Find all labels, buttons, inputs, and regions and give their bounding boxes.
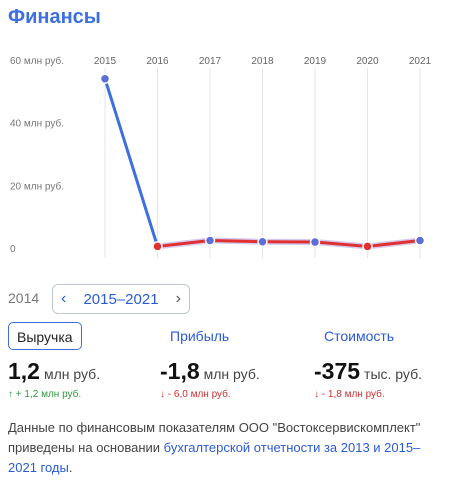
note-end: . — [68, 460, 73, 475]
period-label: 2015–2021 — [83, 290, 159, 308]
profit-value: -1,8 млн руб. — [160, 358, 260, 385]
tab-value[interactable]: Стоимость — [324, 328, 395, 344]
chevron-right-icon[interactable]: › — [175, 290, 181, 307]
cost-unit: тыс. руб. — [364, 366, 422, 382]
prev-period-year[interactable]: 2014 — [8, 290, 40, 306]
cost-value: -375 тыс. руб. — [314, 358, 422, 385]
arrow-down-icon: ↓ — [160, 389, 165, 400]
x-tick-label: 2019 — [304, 56, 327, 67]
revenue-delta-text: + 1,2 млн руб. — [15, 389, 82, 400]
revenue-value: 1,2 млн руб. — [8, 358, 100, 385]
x-tick-label: 2021 — [409, 56, 432, 67]
profit-unit: млн руб. — [203, 366, 260, 382]
period-switch: ‹ 2015–2021 › — [52, 284, 190, 314]
finance-chart: 2015 2016 2017 2018 2019 2020 2021 60 млн руб. 4… — [10, 55, 432, 258]
data-point — [257, 236, 268, 247]
chevron-left-icon[interactable]: ‹ — [61, 290, 67, 307]
revenue-unit: млн руб. — [43, 366, 101, 382]
metric-revenue: Выручка 1,2 млн руб. ↑ + 1,2 млн руб. — [8, 322, 100, 400]
data-source-note: Данные по финансовым показателям ООО "Во… — [8, 418, 448, 478]
data-point — [362, 241, 373, 252]
metric-value: Стоимость -375 тыс. руб. ↓ - 1,8 млн руб. — [314, 322, 422, 400]
series-segment — [313, 240, 369, 248]
arrow-up-icon: ↑ — [8, 389, 13, 400]
arrow-down-icon: ↓ — [314, 389, 319, 400]
note-text: Данные по финансовым показателям ООО "Во… — [8, 420, 421, 455]
series-segment — [156, 238, 212, 248]
data-point — [152, 241, 163, 252]
cost-delta-text: - 1,8 млн руб. — [321, 389, 385, 400]
tab-revenue[interactable]: Выручка — [8, 322, 82, 350]
data-point — [309, 236, 321, 248]
data-point — [99, 73, 111, 85]
y-tick-label: 20 млн руб. — [10, 180, 64, 192]
metrics: Выручка 1,2 млн руб. ↑ + 1,2 млн руб. При… — [0, 322, 454, 412]
x-tick-label: 2016 — [146, 56, 169, 67]
profit-number: -1,8 — [160, 358, 200, 384]
x-tick-label: 2020 — [356, 56, 379, 67]
data-point — [204, 235, 216, 246]
profit-delta: ↓ - 6,0 млн руб. — [160, 389, 260, 400]
y-tick-label: 0 — [10, 244, 16, 255]
x-tick-label: 2017 — [199, 56, 222, 67]
x-tick-label: 2018 — [251, 56, 274, 67]
page-title: Финансы — [8, 6, 101, 28]
profit-delta-text: - 6,0 млн руб. — [167, 389, 231, 400]
series-segment — [103, 77, 159, 248]
series-segment — [366, 238, 422, 248]
y-tick-label: 60 млн руб. — [10, 55, 64, 67]
cost-number: -375 — [314, 358, 361, 384]
cost-delta: ↓ - 1,8 млн руб. — [314, 389, 422, 400]
y-tick-label: 40 млн руб. — [10, 118, 64, 130]
accounting-report-link[interactable]: бухгалтерской отчетности за 2013 и 2015–… — [8, 440, 421, 475]
metric-profit: Прибыль -1,8 млн руб. ↓ - 6,0 млн руб. — [160, 322, 260, 400]
tab-profit[interactable]: Прибыль — [170, 328, 230, 344]
data-point — [414, 235, 426, 246]
revenue-number: 1,2 — [8, 358, 40, 384]
revenue-delta: ↑ + 1,2 млн руб. — [8, 389, 100, 400]
period-selector: 2014 ‹ 2015–2021 › — [8, 284, 454, 314]
series-segment — [208, 238, 264, 244]
x-tick-label: 2015 — [94, 56, 117, 67]
